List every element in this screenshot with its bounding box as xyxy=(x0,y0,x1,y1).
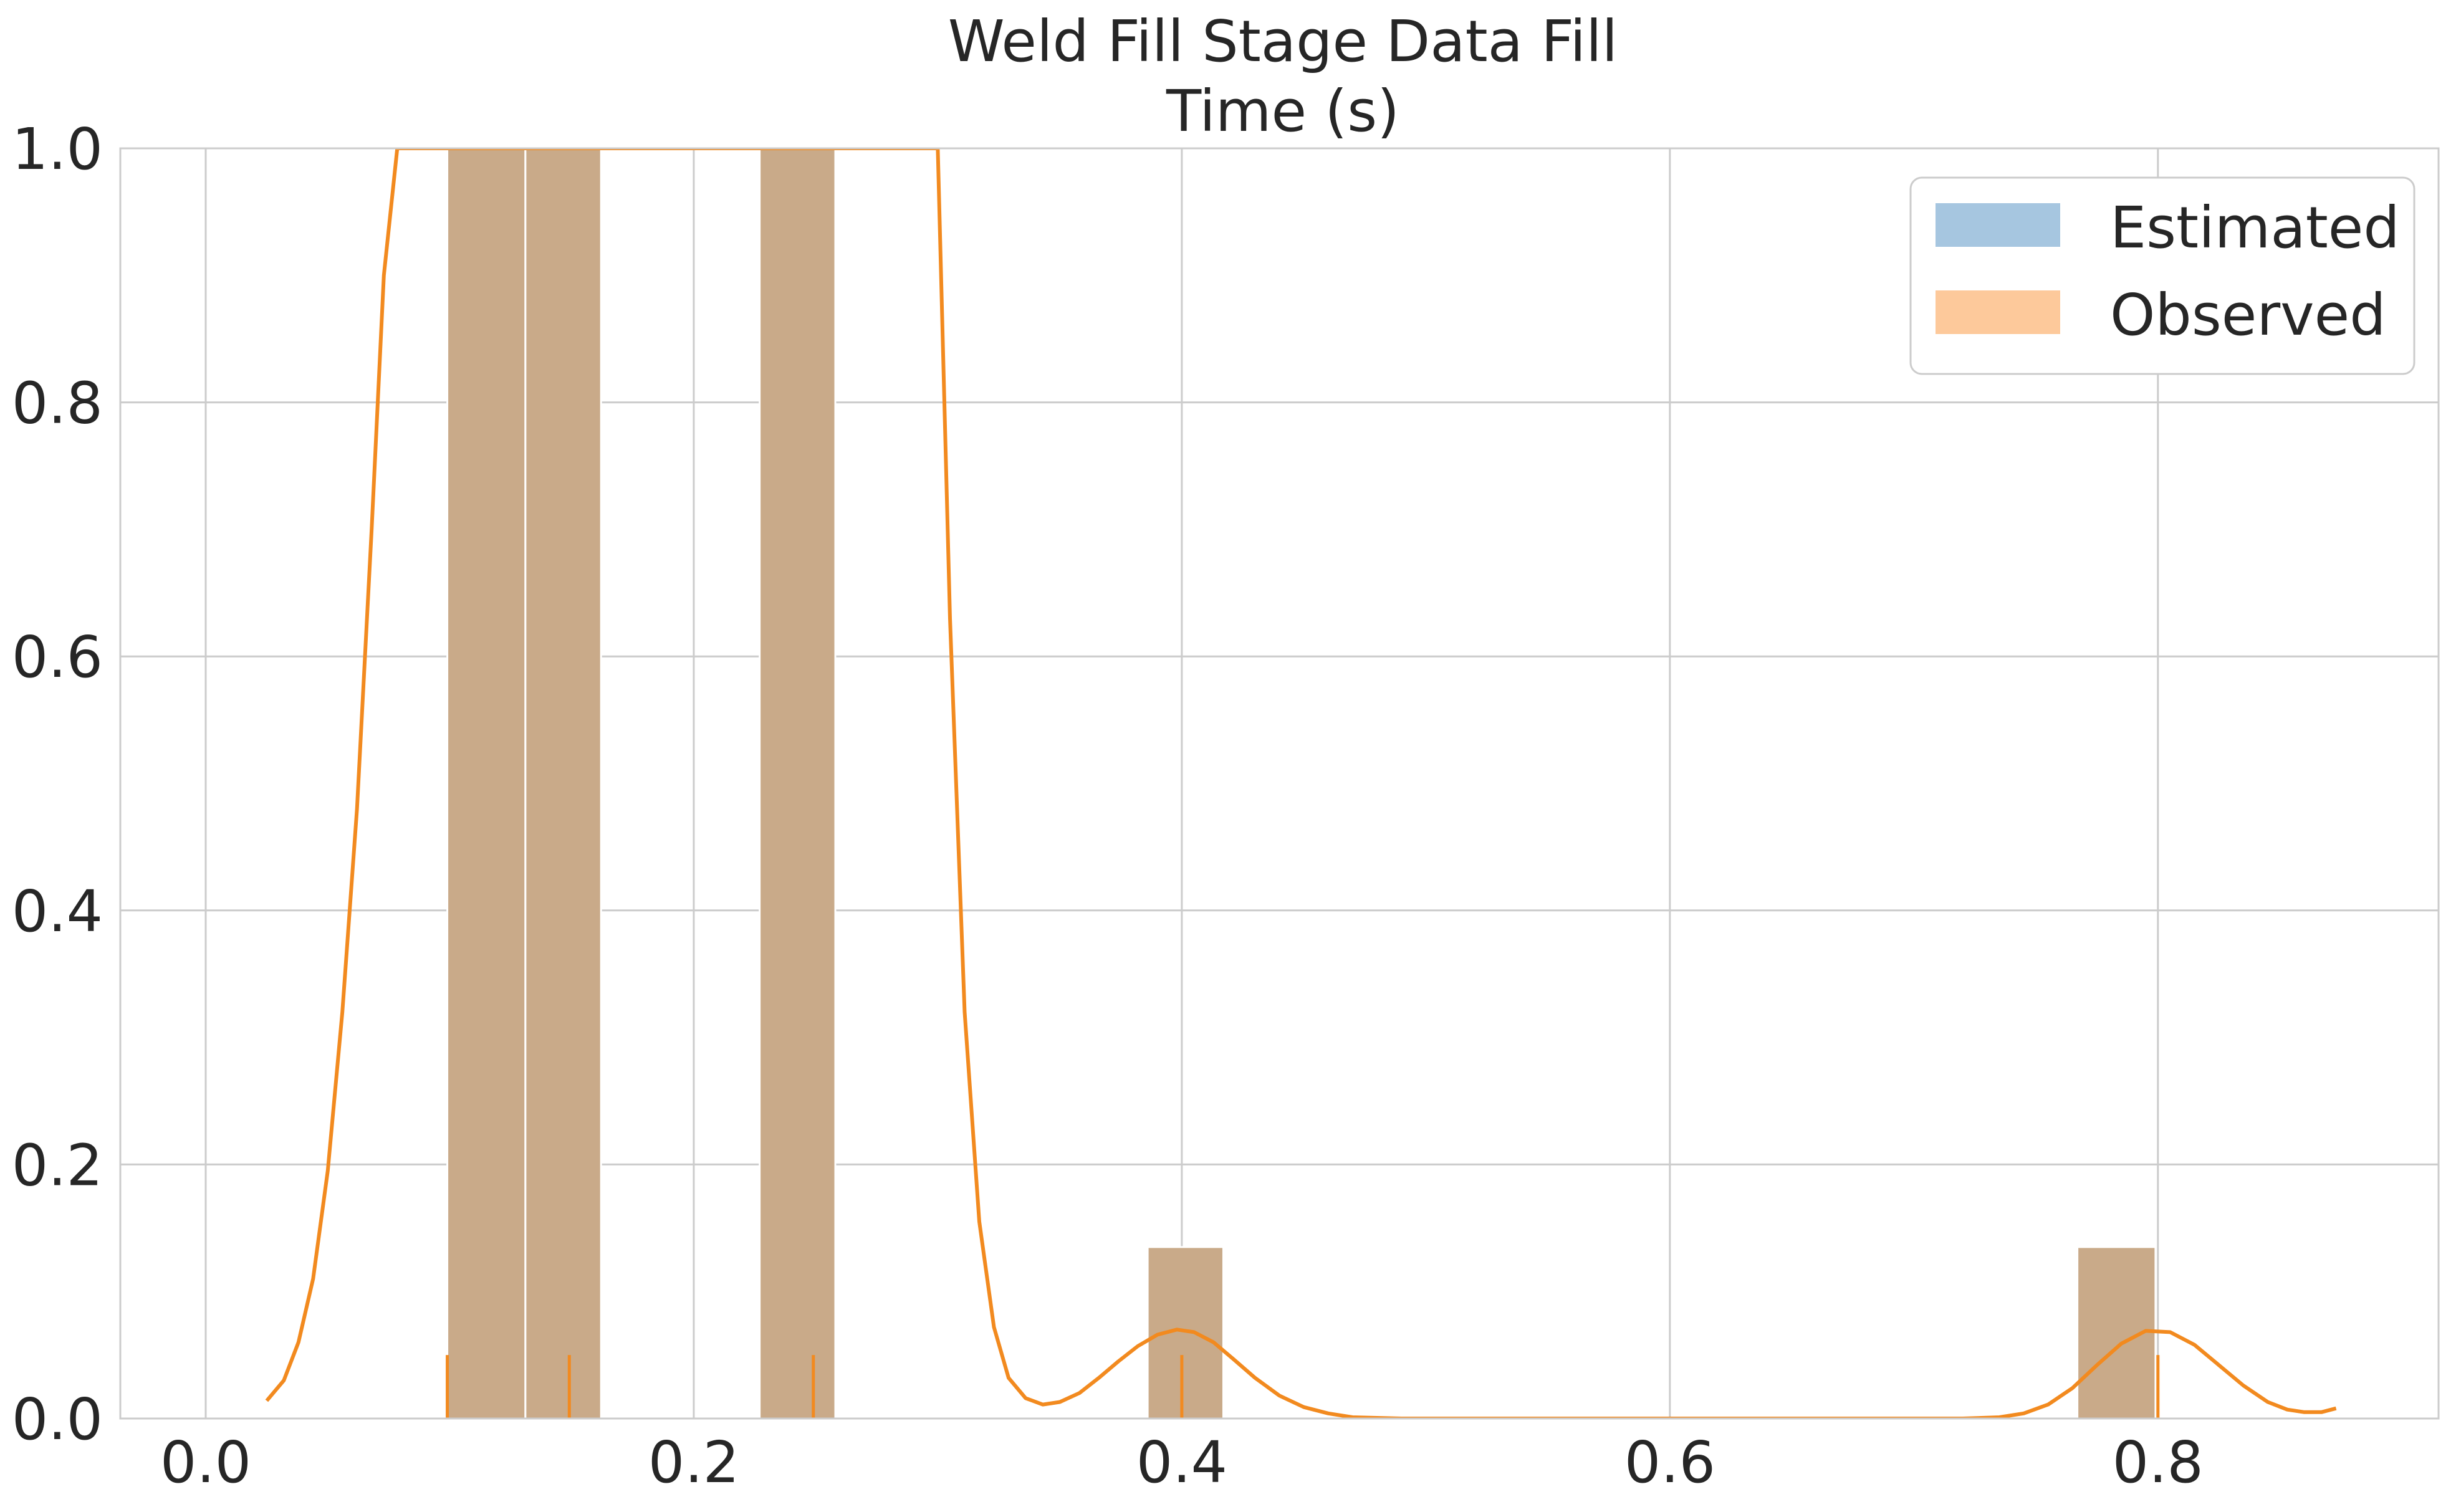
kde-curve xyxy=(265,148,2337,1419)
x-tick-label-2: 0.4 xyxy=(1136,1429,1227,1496)
rug-marks xyxy=(446,1355,2160,1419)
x-tick-label-0: 0.0 xyxy=(160,1429,251,1496)
chart-title: Weld Fill Stage Data Fill xyxy=(948,8,1618,75)
chart-subtitle: Time (s) xyxy=(1166,78,1399,145)
legend-swatch-observed xyxy=(1936,290,2060,334)
y-tick-label-0: 0.0 xyxy=(12,1386,103,1453)
histogram-bar-0 xyxy=(446,147,527,1420)
y-tick-label-2: 0.4 xyxy=(12,878,103,945)
x-tick-label-3: 0.6 xyxy=(1624,1429,1715,1496)
histogram-bars xyxy=(446,147,2157,1420)
histogram-bar-2 xyxy=(759,147,837,1420)
x-tick-label-1: 0.2 xyxy=(648,1429,739,1496)
legend-label-observed: Observed xyxy=(2110,282,2386,348)
legend-swatch-estimated xyxy=(1936,203,2060,247)
legend-label-estimated: Estimated xyxy=(2110,194,2400,261)
y-tick-label-5: 1.0 xyxy=(12,116,103,183)
x-axis-ticks: 0.0 0.2 0.4 0.6 0.8 xyxy=(160,1429,2204,1496)
y-axis-ticks: 0.0 0.2 0.4 0.6 0.8 1.0 xyxy=(12,116,103,1453)
y-tick-label-4: 0.8 xyxy=(12,370,103,437)
plot-frame xyxy=(119,147,2440,1420)
x-tick-label-4: 0.8 xyxy=(2113,1429,2204,1496)
kde-line xyxy=(265,148,2337,1419)
y-tick-label-3: 0.6 xyxy=(12,624,103,691)
histogram-bar-1 xyxy=(524,147,602,1420)
legend: Estimated Observed xyxy=(1909,176,2415,375)
y-tick-label-1: 0.2 xyxy=(12,1132,103,1199)
